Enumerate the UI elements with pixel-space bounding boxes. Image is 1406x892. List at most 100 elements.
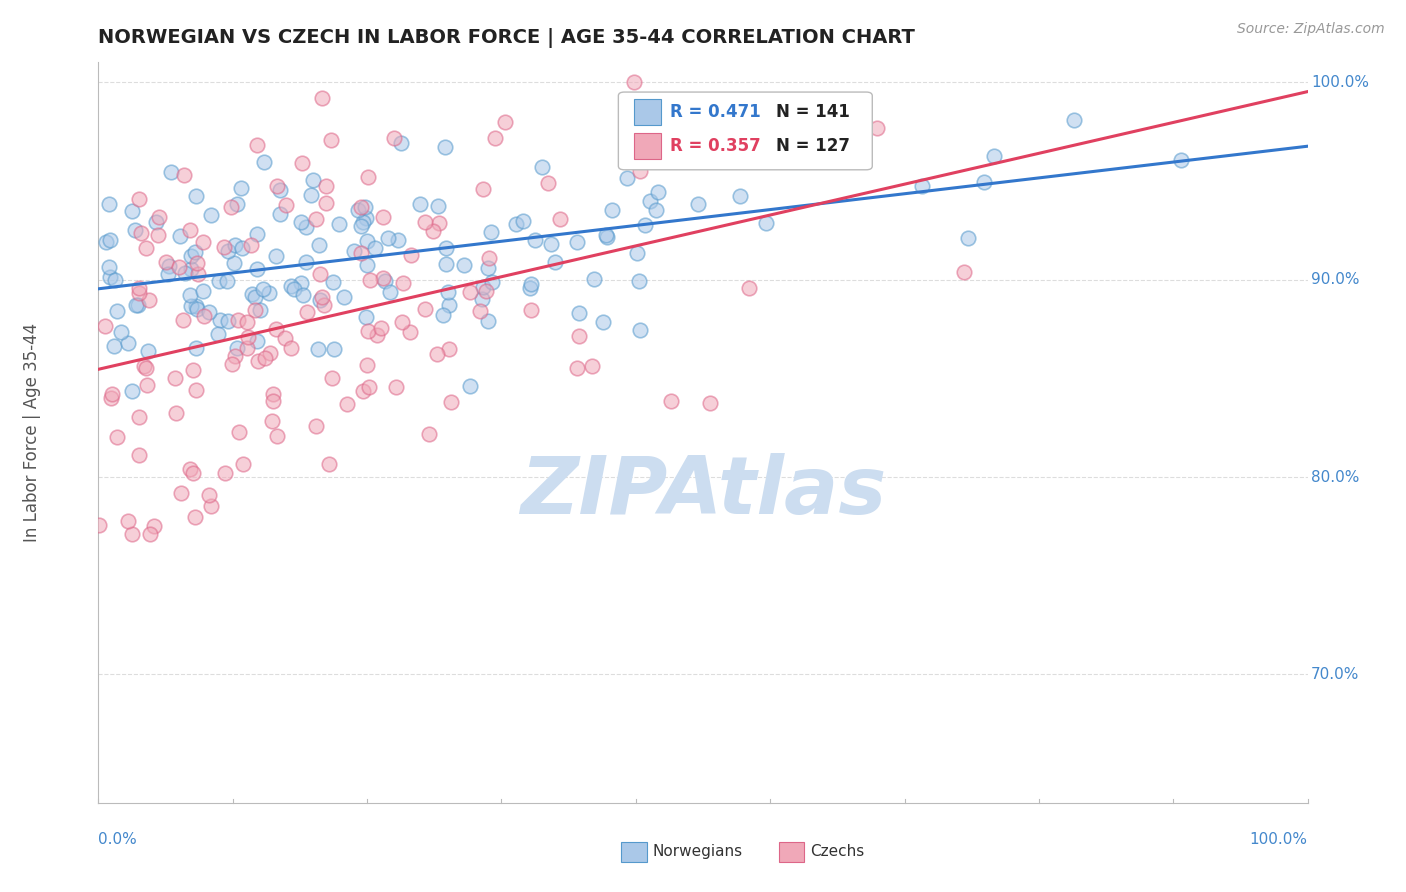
Point <box>540 236 562 251</box>
Point <box>260 414 283 428</box>
Point <box>581 359 603 373</box>
Point <box>217 274 239 288</box>
Point <box>730 141 752 155</box>
Point <box>280 341 302 355</box>
Point <box>138 293 160 308</box>
Point <box>638 194 661 208</box>
Point <box>523 233 546 247</box>
Point <box>187 267 209 281</box>
Point <box>98 260 121 275</box>
Point <box>647 185 669 199</box>
Point <box>520 277 543 291</box>
Point <box>512 213 534 227</box>
Point <box>437 298 460 312</box>
Point <box>697 131 720 145</box>
Point <box>184 509 207 524</box>
Point <box>453 258 475 272</box>
Point <box>127 298 149 312</box>
Point <box>135 360 157 375</box>
Point <box>228 425 250 439</box>
Point <box>193 235 215 249</box>
Point <box>295 254 318 268</box>
Point <box>911 178 934 193</box>
Point <box>484 130 506 145</box>
Point <box>174 266 197 280</box>
Point <box>596 229 619 244</box>
Point <box>659 393 682 408</box>
Point <box>231 242 253 256</box>
Point <box>364 242 387 256</box>
Point <box>283 283 305 297</box>
Point <box>217 244 239 259</box>
Point <box>519 281 541 295</box>
Point <box>180 249 202 263</box>
Point <box>440 395 463 409</box>
Point <box>179 287 201 301</box>
Point <box>436 285 458 300</box>
Point <box>426 347 449 361</box>
Point <box>240 237 263 252</box>
Point <box>121 527 143 541</box>
Point <box>229 181 252 195</box>
Point <box>628 163 651 178</box>
Point <box>434 241 457 255</box>
Point <box>477 260 499 275</box>
Point <box>342 244 364 259</box>
Point <box>392 276 415 290</box>
Point <box>437 342 460 356</box>
Point <box>129 227 152 241</box>
Point <box>236 330 259 344</box>
Point <box>328 218 350 232</box>
Point <box>472 182 495 196</box>
Point <box>357 169 380 184</box>
Point <box>121 204 143 219</box>
Text: R = 0.471: R = 0.471 <box>671 103 761 121</box>
Point <box>262 393 284 408</box>
Point <box>471 280 494 294</box>
Text: NORWEGIAN VS CZECH IN LABOR FORCE | AGE 35-44 CORRELATION CHART: NORWEGIAN VS CZECH IN LABOR FORCE | AGE … <box>98 28 915 48</box>
Point <box>322 343 344 357</box>
Point <box>568 306 591 320</box>
Point <box>148 210 170 224</box>
Point <box>222 256 245 270</box>
Point <box>138 527 160 541</box>
Text: 80.0%: 80.0% <box>1312 469 1360 484</box>
Point <box>385 380 408 394</box>
Point <box>292 288 315 302</box>
Point <box>600 203 623 218</box>
Point <box>307 342 329 356</box>
Point <box>169 260 191 274</box>
Point <box>181 363 204 377</box>
Text: 70.0%: 70.0% <box>1312 667 1360 682</box>
Point <box>953 265 976 279</box>
Point <box>179 223 201 237</box>
Point <box>299 188 322 202</box>
Point <box>253 351 276 365</box>
Point <box>121 384 143 398</box>
Point <box>565 360 588 375</box>
Point <box>567 235 589 249</box>
Point <box>93 318 115 333</box>
Point <box>699 396 721 410</box>
Point <box>266 322 288 336</box>
Point <box>302 173 325 187</box>
Point <box>262 386 284 401</box>
Point <box>353 200 375 214</box>
Point <box>155 255 177 269</box>
Point <box>755 216 778 230</box>
Point <box>224 349 246 363</box>
Point <box>427 216 450 230</box>
Point <box>228 313 250 327</box>
Point <box>128 281 150 295</box>
Text: Czechs: Czechs <box>810 845 865 859</box>
Point <box>193 309 215 323</box>
Point <box>252 155 274 169</box>
Text: 90.0%: 90.0% <box>1312 272 1360 287</box>
Point <box>170 485 193 500</box>
Point <box>214 466 236 480</box>
Point <box>198 305 221 319</box>
Point <box>295 305 318 319</box>
Point <box>688 196 710 211</box>
Point <box>100 391 122 405</box>
Point <box>427 199 450 213</box>
